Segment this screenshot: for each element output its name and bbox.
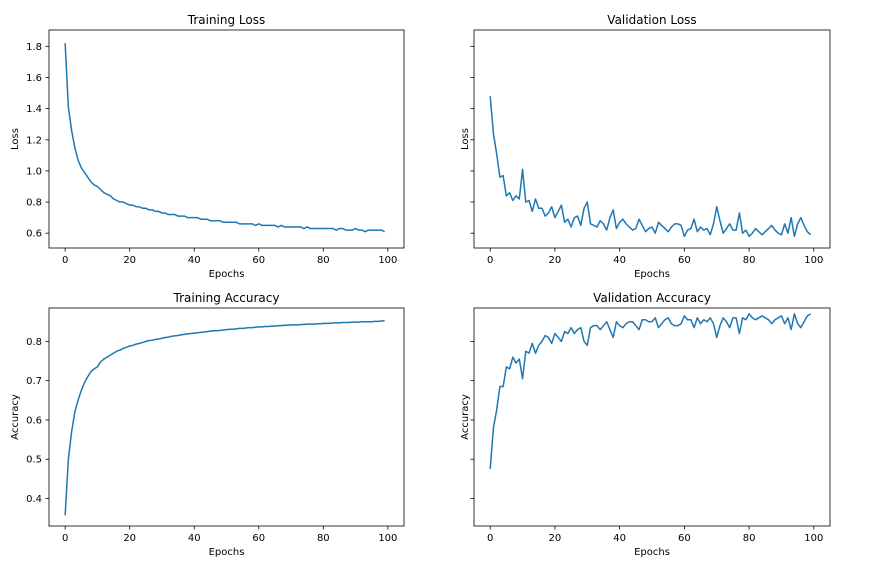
training-loss-ytick-label: 1.4 (26, 104, 42, 115)
training-loss-xtick-label: 60 (252, 255, 265, 266)
training-accuracy-plot-frame (48, 307, 405, 527)
validation-loss-xtick-label: 0 (487, 255, 493, 266)
training-accuracy-xtick-label: 40 (188, 533, 201, 544)
training-accuracy-xtick-label: 0 (62, 533, 68, 544)
training-loss-xtick-label: 80 (317, 255, 330, 266)
training-accuracy-xtick-label: 80 (317, 533, 330, 544)
training-loss-xtick-label: 20 (123, 255, 136, 266)
training-accuracy-ytick-label: 0.8 (26, 337, 42, 348)
validation-loss-xtick-label: 40 (613, 255, 626, 266)
training-loss-ytick-label: 1.6 (26, 73, 42, 84)
validation-loss-ylabel: Loss (460, 128, 471, 150)
training-loss-xlabel: Epochs (209, 269, 245, 280)
training-loss-ytick-label: 1.2 (26, 135, 42, 146)
training-loss-ylabel: Loss (10, 128, 21, 150)
training-loss-ytick-label: 0.8 (26, 198, 42, 209)
training-loss-xtick-label: 0 (62, 255, 68, 266)
training-accuracy-title: Training Accuracy (173, 291, 280, 305)
training-accuracy-chart: Training Accuracy 0 20 40 60 80 100 0.4 0.5 0.6 0.… (10, 291, 405, 558)
validation-loss-xtick-label: 20 (549, 255, 562, 266)
training-loss-title: Training Loss (187, 13, 265, 27)
training-loss-chart: Training Loss 0 20 40 60 80 100 0.6 0.8 1.0 1.2 1.4… (10, 13, 405, 280)
validation-loss-xtick-label: 80 (743, 255, 756, 266)
training-accuracy-ytick-label: 0.4 (26, 494, 42, 505)
training-loss-ytick-label: 1.8 (26, 42, 42, 53)
validation-accuracy-xlabel: Epochs (634, 547, 670, 558)
validation-loss-title: Validation Loss (607, 13, 696, 27)
validation-accuracy-ylabel: Accuracy (460, 394, 471, 440)
training-accuracy-ytick-label: 0.6 (26, 415, 42, 426)
validation-accuracy-xtick-label: 0 (487, 533, 493, 544)
training-loss-xtick-label: 100 (378, 255, 397, 266)
validation-loss-plot-frame (473, 29, 831, 249)
validation-accuracy-xtick-label: 100 (804, 533, 823, 544)
training-loss-ytick-label: 1.0 (26, 166, 42, 177)
validation-loss-xtick-label: 100 (804, 255, 823, 266)
training-accuracy-xtick-label: 100 (378, 533, 397, 544)
validation-loss-xlabel: Epochs (634, 269, 670, 280)
validation-accuracy-xtick-label: 80 (743, 533, 756, 544)
training-accuracy-ytick-label: 0.7 (26, 376, 42, 387)
training-accuracy-ylabel: Accuracy (10, 394, 21, 440)
validation-loss-series-line-0 (489, 96, 812, 238)
training-accuracy-ytick-label: 0.5 (26, 455, 42, 466)
validation-accuracy-chart: Validation Accuracy 0 20 40 60 80 100 Epochs Acc… (460, 291, 831, 558)
training-loss-xtick-label: 40 (188, 255, 201, 266)
training-accuracy-xtick-label: 20 (123, 533, 136, 544)
training-loss-ytick-label: 0.6 (26, 229, 42, 240)
training-accuracy-xtick-label: 60 (252, 533, 265, 544)
validation-loss-xtick-label: 60 (678, 255, 691, 266)
validation-accuracy-plot-frame (473, 307, 831, 527)
validation-accuracy-series-line-0 (489, 313, 811, 470)
validation-accuracy-title: Validation Accuracy (593, 291, 711, 305)
training-loss-series-line-0 (64, 43, 385, 233)
validation-accuracy-xtick-label: 60 (678, 533, 691, 544)
validation-accuracy-xtick-label: 40 (613, 533, 626, 544)
training-loss-plot-frame (48, 29, 405, 249)
training-accuracy-xlabel: Epochs (209, 547, 245, 558)
validation-accuracy-xtick-label: 20 (549, 533, 562, 544)
training-accuracy-series-line-0 (64, 319, 385, 516)
validation-loss-chart: Validation Loss 0 20 40 60 80 100 Epochs Loss (460, 13, 831, 280)
